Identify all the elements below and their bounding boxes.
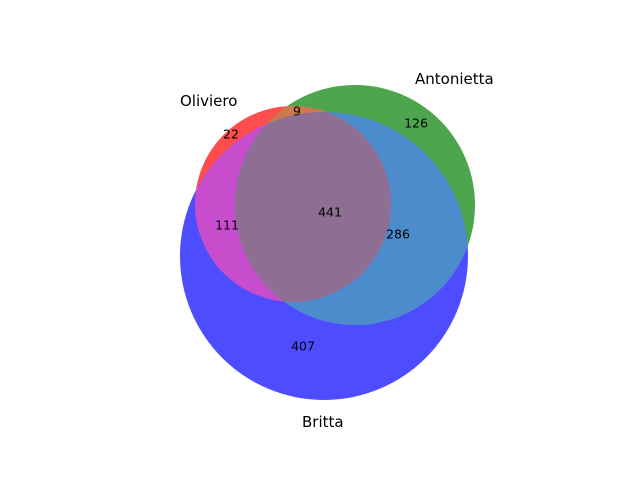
region-label-oliviero-britta: 111 bbox=[215, 218, 239, 233]
set-label-oliviero: Oliviero bbox=[180, 92, 237, 110]
set-label-britta: Britta bbox=[302, 413, 344, 431]
region-all-three bbox=[235, 112, 391, 302]
region-label-antonietta-britta: 286 bbox=[386, 227, 410, 242]
set-label-antonietta: Antonietta bbox=[415, 70, 494, 88]
region-label-britta-only: 407 bbox=[291, 339, 315, 354]
region-label-antonietta-only: 126 bbox=[404, 116, 428, 131]
region-label-oliviero-antonietta: 9 bbox=[293, 104, 301, 119]
region-label-all-three: 441 bbox=[318, 205, 342, 220]
region-label-oliviero-only: 22 bbox=[223, 127, 239, 142]
